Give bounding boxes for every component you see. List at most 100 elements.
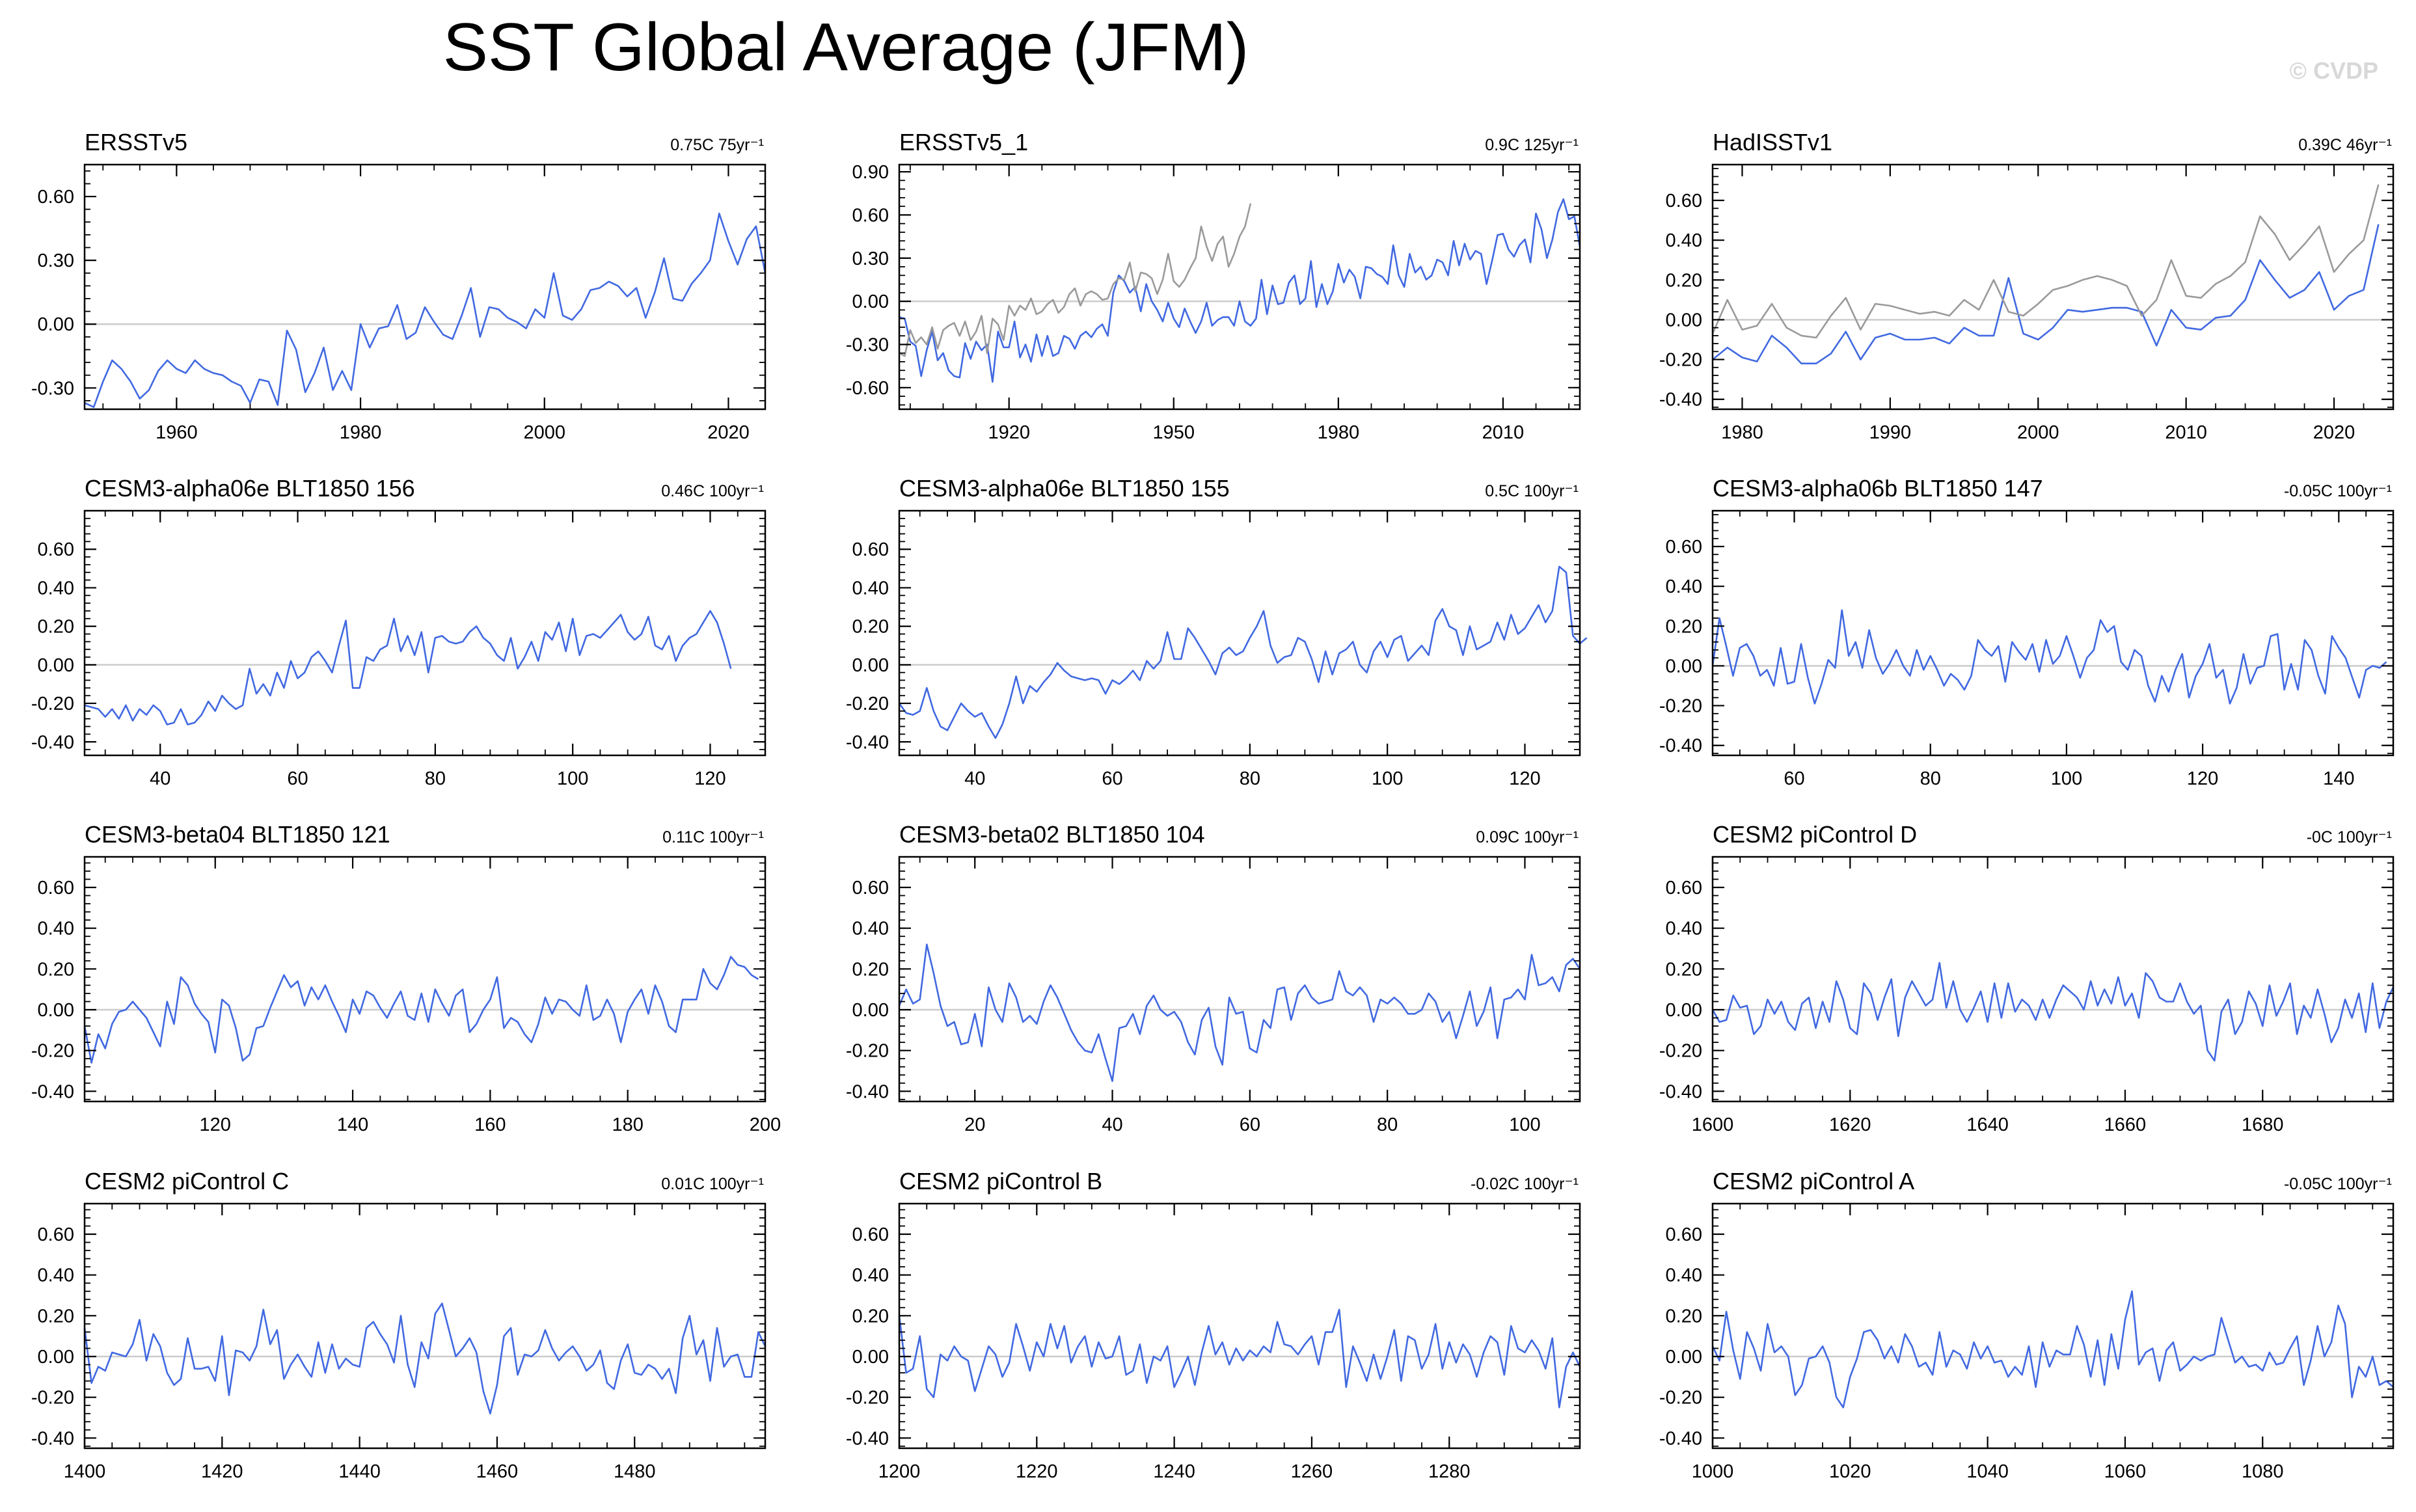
x-tick-label: 100 — [1372, 768, 1403, 789]
y-tick-label: -0.60 — [846, 378, 889, 399]
x-tick-label: 1460 — [476, 1461, 519, 1482]
x-tick-label: 1220 — [1016, 1461, 1058, 1482]
chart-title: CESM2 piControl D — [1713, 821, 1917, 848]
y-tick-label: 0.00 — [38, 1347, 74, 1368]
y-tick-label: 0.00 — [1666, 656, 1702, 677]
y-tick-label: 0.40 — [38, 919, 74, 939]
y-tick-label: -0.40 — [846, 732, 889, 753]
y-tick-label: 0.40 — [852, 578, 889, 599]
x-tick-label: 80 — [1920, 768, 1941, 789]
series-line — [1712, 224, 2380, 365]
trend-label: -0.02C 100yr⁻¹ — [1471, 1175, 1579, 1193]
y-tick-label: -0.40 — [1659, 1081, 1702, 1102]
x-tick-label: 40 — [150, 768, 170, 789]
y-tick-label: 0.20 — [852, 617, 889, 638]
y-tick-label: -0.40 — [31, 732, 74, 753]
plot-frame — [83, 163, 767, 411]
y-tick-label: -0.20 — [31, 694, 74, 714]
x-tick-label: 1980 — [340, 422, 382, 443]
y-tick-label: 0.60 — [38, 539, 74, 560]
y-tick-label: 0.20 — [852, 1306, 889, 1327]
x-tick-label: 1240 — [1153, 1461, 1195, 1482]
series-line — [84, 212, 767, 409]
x-tick-label: 2010 — [2165, 422, 2207, 443]
x-tick-label: 140 — [2323, 768, 2354, 789]
plot-frame — [83, 1202, 767, 1450]
y-tick-label: -0.20 — [1659, 696, 1702, 717]
trend-label: 0.46C 100yr⁻¹ — [661, 482, 764, 500]
main-title: SST Global Average (JFM) — [442, 10, 1249, 85]
y-tick-label: 0.60 — [1666, 1224, 1702, 1245]
y-tick-label: 0.20 — [38, 959, 74, 980]
x-tick-label: 60 — [1784, 768, 1804, 789]
series-line — [84, 610, 732, 725]
y-tick-label: 0.40 — [852, 1265, 889, 1286]
x-tick-label: 60 — [287, 768, 308, 789]
series-line — [1711, 184, 2380, 339]
x-tick-label: 1600 — [1692, 1114, 1734, 1135]
series-line — [898, 565, 1588, 739]
y-tick-label: 0.60 — [38, 878, 74, 898]
x-tick-label: 20 — [964, 1114, 985, 1135]
series-line — [1711, 1290, 2394, 1409]
x-tick-label: 80 — [1240, 768, 1260, 789]
plot-frame — [898, 163, 1581, 411]
series-line — [898, 1308, 1581, 1409]
x-tick-label: 1660 — [2104, 1114, 2147, 1135]
x-tick-label: 1400 — [64, 1461, 106, 1482]
x-tick-label: 40 — [964, 768, 985, 789]
y-tick-label: 0.20 — [1666, 270, 1702, 291]
x-tick-label: 1960 — [156, 422, 198, 443]
trend-label: -0.05C 100yr⁻¹ — [2284, 482, 2392, 500]
y-tick-label: 0.00 — [852, 1000, 889, 1021]
y-tick-label: -0.30 — [846, 334, 889, 355]
chart-title: CESM2 piControl B — [899, 1168, 1102, 1195]
y-tick-label: 0.20 — [1666, 959, 1702, 980]
y-tick-label: 0.40 — [1666, 576, 1702, 597]
chart-title: ERSSTv5 — [85, 129, 187, 155]
x-tick-label: 60 — [1102, 768, 1122, 789]
chart-panel: CESM2 piControl B -0.02C 100yr⁻¹ -0.40 -0.2… — [846, 1168, 1581, 1482]
x-tick-label: 1980 — [1721, 422, 1763, 443]
x-tick-label: 1980 — [1318, 422, 1360, 443]
x-tick-label: 1620 — [1829, 1114, 1871, 1135]
y-tick-label: -0.20 — [1659, 1388, 1702, 1409]
series-line — [83, 1303, 767, 1414]
chart-title: CESM3-alpha06e BLT1850 155 — [899, 475, 1230, 502]
x-tick-label: 1990 — [1869, 422, 1912, 443]
x-tick-label: 1920 — [988, 422, 1030, 443]
y-tick-label: 0.00 — [1666, 1347, 1702, 1368]
chart-panel: CESM3-beta04 BLT1850 121 0.11C 100yr⁻¹ -0.… — [31, 821, 781, 1135]
x-tick-label: 1680 — [2242, 1114, 2284, 1135]
y-tick-label: 0.00 — [38, 314, 74, 335]
plot-frame — [898, 1202, 1581, 1450]
y-tick-label: -0.40 — [1659, 1428, 1702, 1449]
x-tick-label: 1950 — [1153, 422, 1195, 443]
series-line — [1711, 962, 2395, 1062]
y-tick-label: -0.20 — [1659, 350, 1702, 371]
y-tick-label: 0.60 — [852, 539, 889, 560]
y-tick-label: -0.40 — [1659, 736, 1702, 757]
trend-label: 0.9C 125yr⁻¹ — [1485, 136, 1579, 154]
y-tick-label: -0.40 — [31, 1428, 74, 1449]
y-tick-label: -0.20 — [31, 1388, 74, 1409]
chart-panel: CESM3-alpha06e BLT1850 156 0.46C 100yr⁻¹ -… — [31, 475, 767, 789]
chart-title: CESM3-beta04 BLT1850 121 — [85, 821, 390, 848]
plot-frame — [1711, 1202, 2395, 1450]
x-tick-label: 1260 — [1291, 1461, 1333, 1482]
x-tick-label: 120 — [200, 1114, 231, 1135]
y-tick-label: -0.20 — [846, 694, 889, 714]
y-tick-label: 0.20 — [1666, 1306, 1702, 1327]
x-tick-label: 1480 — [614, 1461, 656, 1482]
x-tick-label: 1640 — [1966, 1114, 2009, 1135]
chart-title: CESM3-beta02 BLT1850 104 — [899, 821, 1205, 848]
series-line — [83, 956, 759, 1064]
x-tick-label: 100 — [557, 768, 588, 789]
chart-title: CESM2 piControl C — [85, 1168, 289, 1195]
y-tick-label: 0.60 — [38, 1224, 74, 1245]
x-tick-label: 60 — [1240, 1114, 1260, 1135]
x-tick-label: 2000 — [523, 422, 565, 443]
trend-label: 0.5C 100yr⁻¹ — [1485, 482, 1579, 500]
plot-frame — [1711, 163, 2395, 411]
x-tick-label: 1040 — [1966, 1461, 2009, 1482]
